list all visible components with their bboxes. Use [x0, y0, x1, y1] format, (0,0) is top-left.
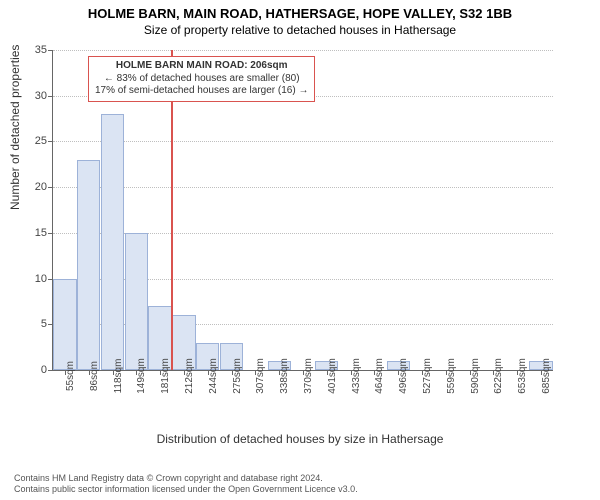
xtick-label: 149sqm — [136, 358, 147, 394]
ytick-label: 0 — [17, 364, 47, 376]
annotation-line: 17% of semi-detached houses are larger (… — [95, 85, 308, 98]
chart-title-sub: Size of property relative to detached ho… — [0, 21, 600, 41]
annotation-box: HOLME BARN MAIN ROAD: 206sqm← 83% of det… — [88, 56, 315, 102]
xtick-label: 338sqm — [279, 358, 290, 394]
annotation-line: ← 83% of detached houses are smaller (80… — [95, 73, 308, 86]
xtick-label: 590sqm — [470, 358, 481, 394]
ytick-label: 15 — [17, 227, 47, 239]
histogram-bar — [77, 160, 100, 370]
xtick-label: 653sqm — [517, 358, 528, 394]
xtick-label: 118sqm — [113, 359, 124, 394]
footer-line1: Contains HM Land Registry data © Crown c… — [14, 473, 358, 485]
xtick-label: 559sqm — [446, 358, 457, 394]
footer-attribution: Contains HM Land Registry data © Crown c… — [14, 473, 358, 496]
chart-area: 0510152025303555sqm86sqm118sqm149sqm181s… — [52, 50, 578, 400]
xtick-label: 212sqm — [184, 358, 195, 394]
histogram-bar — [101, 114, 124, 370]
x-axis-label: Distribution of detached houses by size … — [0, 432, 600, 446]
xtick-label: 496sqm — [398, 358, 409, 394]
xtick-label: 685sqm — [541, 358, 552, 394]
xtick-label: 86sqm — [89, 361, 100, 391]
annotation-line: HOLME BARN MAIN ROAD: 206sqm — [95, 60, 308, 73]
ytick-label: 30 — [17, 90, 47, 102]
footer-line2: Contains public sector information licen… — [14, 484, 358, 496]
ytick-label: 35 — [17, 44, 47, 56]
plot-region: 0510152025303555sqm86sqm118sqm149sqm181s… — [52, 50, 553, 371]
xtick-label: 464sqm — [374, 358, 385, 394]
ytick-label: 20 — [17, 181, 47, 193]
chart-title-main: HOLME BARN, MAIN ROAD, HATHERSAGE, HOPE … — [0, 0, 600, 21]
gridline — [53, 141, 553, 142]
ytick-label: 25 — [17, 135, 47, 147]
xtick-label: 55sqm — [65, 361, 76, 391]
gridline — [53, 187, 553, 188]
ytick-mark — [48, 96, 53, 97]
chart-container: HOLME BARN, MAIN ROAD, HATHERSAGE, HOPE … — [0, 0, 600, 500]
ytick-mark — [48, 50, 53, 51]
xtick-label: 622sqm — [493, 358, 504, 394]
ytick-mark — [48, 141, 53, 142]
xtick-label: 244sqm — [208, 358, 219, 394]
ytick-mark — [48, 233, 53, 234]
histogram-bar — [53, 279, 76, 370]
xtick-label: 307sqm — [255, 358, 266, 394]
ytick-mark — [48, 187, 53, 188]
xtick-label: 433sqm — [351, 358, 362, 394]
gridline — [53, 50, 553, 51]
ytick-mark — [48, 370, 53, 371]
xtick-label: 181sqm — [160, 358, 171, 394]
xtick-label: 370sqm — [303, 358, 314, 394]
xtick-label: 275sqm — [232, 358, 243, 394]
ytick-label: 10 — [17, 273, 47, 285]
xtick-label: 527sqm — [422, 358, 433, 394]
xtick-label: 401sqm — [327, 358, 338, 394]
histogram-bar — [125, 233, 148, 370]
ytick-label: 5 — [17, 318, 47, 330]
